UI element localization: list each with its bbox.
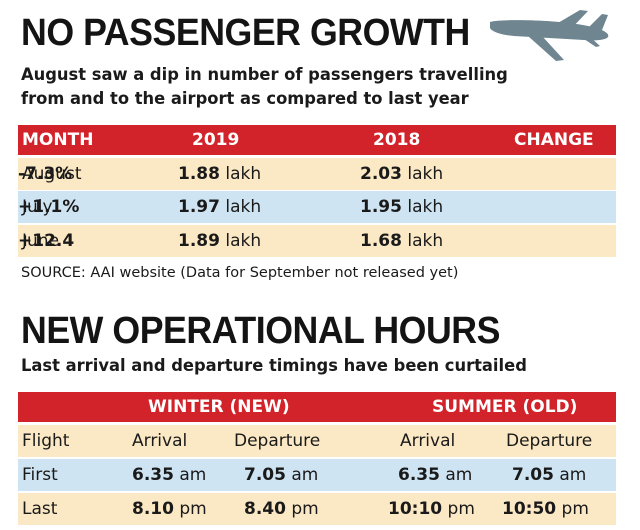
summer-departure-time: 10:50: [502, 499, 557, 519]
value-2019: 1.88: [178, 164, 220, 184]
value-2018: 1.68: [360, 231, 402, 251]
change-cell: -7.3%: [18, 164, 73, 184]
year-2018-header: 2018: [373, 130, 421, 150]
time-unit: am: [559, 465, 587, 485]
summer-arrival-header: Arrival: [400, 431, 456, 451]
summer-arrival-time: 6.35: [398, 465, 440, 485]
summer-departure-header: Departure: [506, 431, 593, 451]
time-unit: am: [291, 465, 319, 485]
time-unit: pm: [561, 499, 589, 519]
time-unit: am: [445, 465, 473, 485]
winter-arrival-time: 6.35: [132, 465, 174, 485]
source-note: SOURCE: AAI website (Data for September …: [21, 265, 459, 281]
month-cell: July: [22, 197, 53, 217]
winter-new-header: WINTER (NEW): [148, 397, 290, 417]
season-header-row: WINTER (NEW) SUMMER (OLD): [18, 392, 616, 422]
change-cell: +1.1%: [18, 197, 80, 217]
summer-departure-time: 7.05: [512, 465, 554, 485]
table-row: June 1.89 lakh 1.68 lakh +12.4: [18, 225, 616, 257]
section1-subtitle-line1: August saw a dip in number of passengers…: [21, 65, 508, 85]
summer-arrival-time: 10:10: [388, 499, 443, 519]
table-row: Last 8.10 pm 8.40 pm 10:10 pm 10:50 pm: [18, 493, 616, 525]
month-cell: June: [22, 231, 60, 251]
change-cell: +12.4: [18, 231, 75, 251]
unit-label: lakh: [225, 231, 262, 251]
unit-label: lakh: [407, 231, 444, 251]
table-row: First 6.35 am 7.05 am 6.35 am 7.05 am: [18, 459, 616, 491]
table-row: July 1.97 lakh 1.95 lakh +1.1%: [18, 191, 616, 223]
month-header: MONTH: [22, 130, 94, 150]
flight-header: Flight: [22, 431, 70, 451]
summer-old-header: SUMMER (OLD): [432, 397, 578, 417]
winter-arrival-header: Arrival: [132, 431, 188, 451]
airplane-icon: [490, 10, 609, 61]
time-unit: am: [179, 465, 207, 485]
section1-title: NO PASSENGER GROWTH: [21, 12, 470, 54]
value-2019: 1.97: [178, 197, 220, 217]
section2-title: NEW OPERATIONAL HOURS: [21, 310, 500, 352]
value-2018: 1.95: [360, 197, 402, 217]
table2-column-header-row: Flight Arrival Departure Arrival Departu…: [18, 425, 616, 457]
unit-label: lakh: [225, 164, 262, 184]
unit-label: lakh: [407, 197, 444, 217]
value-2019: 1.89: [178, 231, 220, 251]
time-unit: pm: [447, 499, 475, 519]
section1-subtitle-line2: from and to the airport as compared to l…: [21, 89, 469, 109]
unit-label: lakh: [407, 164, 444, 184]
flight-cell: First: [22, 465, 58, 485]
value-2018: 2.03: [360, 164, 402, 184]
change-header: CHANGE: [514, 130, 594, 150]
section2-subtitle: Last arrival and departure timings have …: [21, 356, 527, 376]
table-row: August 1.88 lakh 2.03 lakh -7.3%: [18, 158, 616, 190]
flight-cell: Last: [22, 499, 58, 519]
winter-departure-header: Departure: [234, 431, 321, 451]
time-unit: pm: [291, 499, 319, 519]
month-cell: August: [22, 164, 82, 184]
unit-label: lakh: [225, 197, 262, 217]
year-2019-header: 2019: [192, 130, 240, 150]
winter-departure-time: 8.40: [244, 499, 286, 519]
table1-header-row: MONTH 2019 2018 CHANGE: [18, 125, 616, 155]
winter-arrival-time: 8.10: [132, 499, 174, 519]
time-unit: pm: [179, 499, 207, 519]
winter-departure-time: 7.05: [244, 465, 286, 485]
